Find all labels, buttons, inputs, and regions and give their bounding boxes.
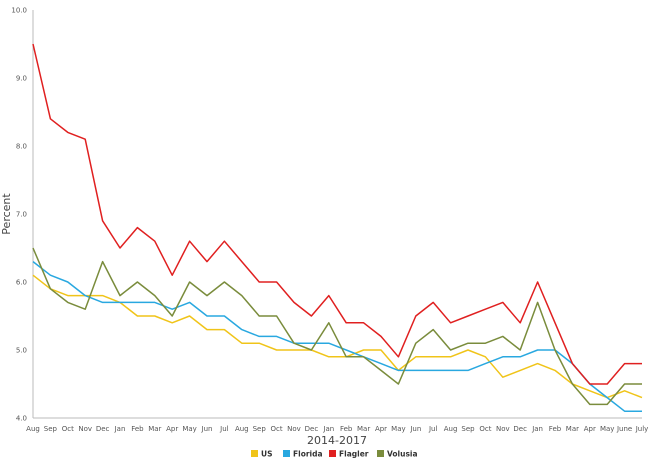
x-tick-label: May [391, 425, 405, 433]
x-tick-label: Jan [114, 425, 126, 433]
x-tick-label: July [635, 425, 649, 433]
y-tick-label: 4.0 [16, 415, 27, 423]
series-line-volusia [32, 247, 642, 406]
axes [32, 10, 642, 419]
x-tick-label: Sep [44, 425, 58, 433]
x-tick-label: June [616, 425, 632, 433]
legend-swatch [377, 450, 384, 457]
legend-label: US [261, 450, 273, 459]
x-tick-label: Feb [131, 425, 144, 433]
y-tick-label: 10.0 [11, 7, 27, 15]
x-tick-label: Dec [96, 425, 110, 433]
x-tick-label: Jan [531, 425, 543, 433]
legend-label: Volusia [387, 450, 418, 459]
legend-label: Florida [293, 450, 323, 459]
legend-item-volusia: Volusia [377, 450, 418, 459]
x-tick-labels: Aug Sep Oct Nov Dec Jan Feb Mar Apr May Jun Jul Aug S… [26, 425, 648, 433]
y-tick-label: 5.0 [16, 347, 27, 355]
y-tick-label: 9.0 [16, 75, 27, 83]
legend-item-flagler: Flagler [329, 450, 369, 459]
x-tick-label: Oct [62, 425, 74, 433]
x-tick-label: Feb [340, 425, 353, 433]
x-tick-label: Nov [78, 425, 92, 433]
legend-swatch [251, 450, 258, 457]
x-tick-label: Feb [549, 425, 562, 433]
x-tick-label: Oct [271, 425, 283, 433]
legend-swatch [329, 450, 336, 457]
x-tick-label: Aug [444, 425, 458, 433]
x-tick-label: Dec [513, 425, 527, 433]
legend: US Florida Flagler Volusia [251, 450, 418, 459]
x-tick-label: Aug [26, 425, 40, 433]
x-tick-label: Sep [253, 425, 267, 433]
x-tick-label: Nov [496, 425, 510, 433]
x-tick-label: Jan [322, 425, 334, 433]
x-tick-label: Aug [235, 425, 249, 433]
y-axis-label: Percent [0, 193, 13, 235]
x-tick-label: Mar [357, 425, 370, 433]
series-line-flagler [32, 43, 642, 385]
series-lines [32, 43, 643, 412]
x-tick-label: Mar [148, 425, 161, 433]
legend-item-florida: Florida [283, 450, 323, 459]
x-tick-label: May [600, 425, 614, 433]
series-line-florida [32, 261, 642, 412]
x-tick-label: Jun [409, 425, 421, 433]
y-tick-label: 8.0 [16, 143, 27, 151]
x-axis-label: 2014-2017 [307, 434, 367, 447]
x-tick-label: Jul [219, 425, 229, 433]
x-tick-label: Oct [479, 425, 491, 433]
x-tick-label: Mar [566, 425, 579, 433]
x-tick-label: Jun [201, 425, 213, 433]
x-tick-label: Jul [428, 425, 438, 433]
y-tick-label: 7.0 [16, 211, 27, 219]
x-tick-label: Apr [584, 425, 596, 433]
x-tick-label: Dec [305, 425, 319, 433]
x-tick-label: Apr [166, 425, 178, 433]
legend-swatch [283, 450, 290, 457]
y-tick-labels: 4.0 5.0 6.0 7.0 8.0 9.0 10.0 [11, 7, 27, 423]
x-tick-label: Sep [461, 425, 475, 433]
x-tick-label: May [182, 425, 196, 433]
legend-label: Flagler [339, 450, 369, 459]
legend-item-us: US [251, 450, 273, 459]
y-tick-label: 6.0 [16, 279, 27, 287]
x-tick-label: Nov [287, 425, 301, 433]
series-line-us [32, 274, 643, 399]
x-tick-label: Apr [375, 425, 387, 433]
